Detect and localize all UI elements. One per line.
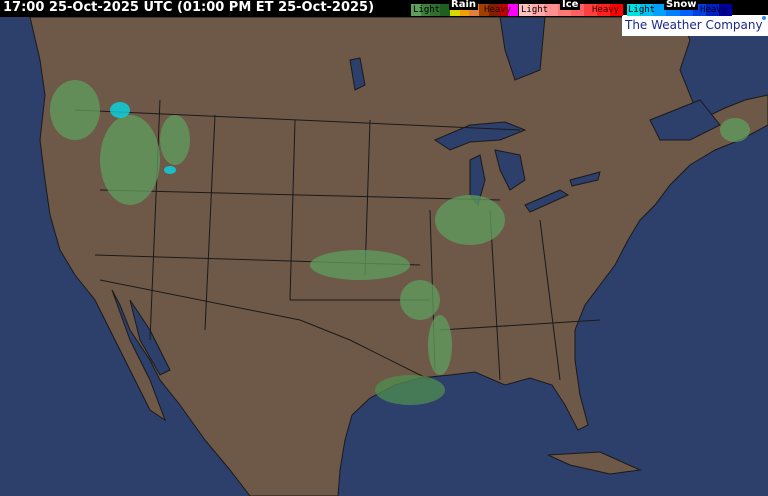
weather-company-logo: The Weather Company xyxy=(622,15,768,36)
ice-title: Ice xyxy=(560,0,581,10)
rain-legend-swatch xyxy=(479,4,489,16)
snow-title: Snow xyxy=(664,0,699,10)
lake-huron xyxy=(494,149,526,191)
rain-legend-swatch xyxy=(440,4,450,16)
rain-legend-swatch xyxy=(430,4,441,16)
radar-echo xyxy=(435,195,505,245)
radar-echo xyxy=(428,315,452,375)
lake-michigan xyxy=(469,154,486,207)
radar-echo xyxy=(375,375,445,405)
radar-echo xyxy=(50,80,100,140)
gulf-st-lawrence xyxy=(649,99,721,141)
state-borders xyxy=(74,99,601,381)
radar-echo xyxy=(400,280,440,320)
ice-light-label: Light xyxy=(521,5,549,15)
lake-winnipeg xyxy=(349,57,366,91)
radar-echo xyxy=(160,115,190,165)
radar-echo xyxy=(164,166,176,174)
rain-legend-swatch xyxy=(469,4,480,16)
header-bar: 17:00 25-Oct-2025 UTC (01:00 PM ET 25-Oc… xyxy=(0,0,768,17)
timestamp: 17:00 25-Oct-2025 UTC (01:00 PM ET 25-Oc… xyxy=(3,0,375,15)
james-bay xyxy=(499,16,546,81)
ice-legend-swatch xyxy=(584,4,597,16)
lake-erie xyxy=(524,189,570,213)
cuba xyxy=(547,451,642,475)
ice-heavy-label: Heavy xyxy=(592,5,620,15)
snow-legend-swatch xyxy=(718,4,732,16)
snow-legend-swatch xyxy=(705,4,719,16)
rain-legend-swatch xyxy=(488,4,499,16)
rain-legend-swatch xyxy=(459,4,470,16)
snow-light-label: Light xyxy=(628,5,656,15)
rain-title: Rain xyxy=(449,0,478,10)
logo-text: The Weather Company xyxy=(625,18,763,32)
radar-echo xyxy=(720,118,750,142)
radar-echo xyxy=(110,102,130,118)
snow-legend-swatch xyxy=(627,4,641,16)
ice-legend-swatch xyxy=(597,4,610,16)
ice-legend-swatch xyxy=(519,4,532,16)
rain-legend-swatch xyxy=(449,4,460,16)
snow-legend-swatch xyxy=(640,4,654,16)
ice-legend-swatch xyxy=(545,4,558,16)
rain-legend-swatch xyxy=(508,4,519,16)
rain-legend-swatch xyxy=(498,4,509,16)
radar-echoes xyxy=(50,80,750,405)
rain-legend-swatch xyxy=(411,4,421,16)
rain-legend xyxy=(411,4,519,16)
logo-dot-icon xyxy=(762,16,766,20)
ice-legend-swatch xyxy=(610,4,623,16)
rain-light-label: Light xyxy=(413,5,441,15)
radar-echo xyxy=(100,115,160,205)
ice-legend-swatch xyxy=(532,4,545,16)
rain-legend-swatch xyxy=(420,4,431,16)
radar-echo xyxy=(310,250,410,280)
snow-heavy-label: Heavy xyxy=(700,5,728,15)
ice-legend xyxy=(519,4,623,16)
lake-ontario xyxy=(569,171,601,187)
snow-legend-swatch xyxy=(653,4,667,16)
rain-heavy-label: Heavy xyxy=(484,5,512,15)
